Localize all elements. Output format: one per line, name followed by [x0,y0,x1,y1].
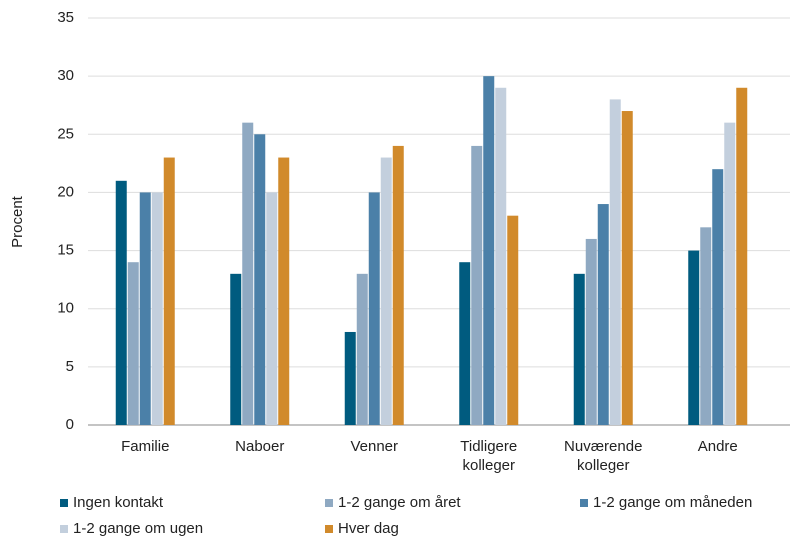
bar [151,192,163,425]
bar [688,250,700,425]
bar [621,111,633,426]
bar [230,273,242,425]
bar [507,215,519,425]
bar [597,204,609,425]
bar [495,87,507,426]
legend-label: 1-2 gange om måneden [593,494,752,511]
legend-label: 1-2 gange om året [338,494,461,511]
bar [471,145,483,425]
y-tick-label: 25 [57,125,74,142]
bar [392,145,404,425]
bar [380,157,392,426]
legend-swatch [580,499,588,507]
bar [459,262,471,425]
bar [344,331,356,425]
bar [278,157,290,426]
x-tick-label: Andre [697,438,738,455]
x-tick-label: Naboer [235,438,285,455]
bar [139,192,151,425]
bar [609,99,621,426]
y-tick-label: 10 [57,300,74,317]
y-tick-label: 35 [57,9,74,26]
bar [573,273,585,425]
bar [254,134,266,426]
y-tick-label: 0 [66,416,74,433]
bar [736,87,748,426]
x-tick-label: Venner [350,438,399,455]
bar [356,273,368,425]
legend-label: 1-2 gange om ugen [73,520,203,537]
bar [127,262,139,425]
legend-swatch [325,525,333,533]
bar [724,122,736,426]
y-tick-label: 30 [57,67,74,84]
legend-swatch [60,525,68,533]
y-tick-label: 5 [66,358,74,375]
bar [266,192,278,425]
x-tick-label: Tidligere kolleger [460,438,518,474]
bar [483,76,495,426]
bar [368,192,380,425]
bar [712,169,724,425]
bar [242,122,254,426]
y-axis-label: Procent [9,195,26,248]
y-tick-label: 15 [57,242,74,259]
legend-label: Ingen kontakt [73,494,164,511]
x-tick-label: Nuværende kolleger [564,438,643,474]
y-tick-label: 20 [57,183,74,200]
bar [700,227,712,425]
legend-label: Hver dag [338,520,399,537]
bar [585,238,597,425]
bar [115,180,127,425]
bar [163,157,175,426]
legend-swatch [325,499,333,507]
legend-swatch [60,499,68,507]
x-tick-label: Familie [121,438,170,455]
